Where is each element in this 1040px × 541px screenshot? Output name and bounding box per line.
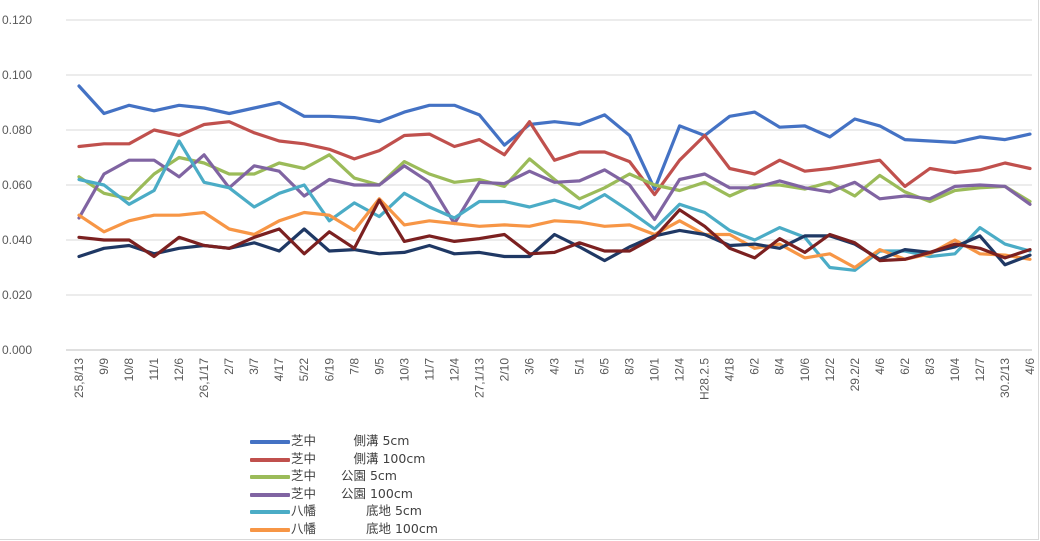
x-tick-label: 12/6 [172,358,186,382]
x-tick-label: 6/2 [748,358,762,375]
x-tick-label: 11/1 [147,358,161,381]
x-tick-label: 8/4 [773,358,787,375]
x-tick-label: 6/2 [898,358,912,375]
y-tick-label: 0.020 [2,288,32,302]
x-axis: 25,8/13 9/9 10/8 11/1 12/6 26,1/17 2/7 3/7 4/17 5… [72,358,1037,400]
x-tick-label: 9/5 [372,358,386,375]
legend-label: 八幡 底地 100cm [291,520,438,536]
legend-label: 八幡 底地 5cm [291,503,422,518]
x-tick-label: H28.2.5 [698,358,712,400]
x-tick-label: 4/6 [1023,358,1037,375]
x-tick-label: 25,8/13 [72,358,86,398]
legend-swatch [250,510,290,514]
x-tick-label: 10/6 [798,358,812,382]
legend-swatch [250,527,290,532]
legend-label: 芝中 側溝 5cm [291,433,410,448]
x-tick-label: 6/5 [598,358,612,375]
y-tick-label: 0.060 [2,178,32,192]
series-line-8 [77,198,1032,263]
x-tick-label: 3/6 [522,358,536,375]
y-tick-label: 0.040 [2,233,32,247]
x-tick-label: 30.2/13 [998,358,1012,398]
x-tick-label: 8/3 [923,358,937,375]
x-tick-label: 2/10 [497,358,511,382]
x-tick-label: 4/17 [272,358,286,382]
x-tick-label: 7/8 [347,358,361,375]
x-tick-label: 10/1 [648,358,662,382]
x-tick-label: 12/7 [973,358,987,382]
y-tick-label: 0.100 [2,68,32,82]
series-line-1 [77,84,1032,191]
legend-swatch [250,492,290,497]
x-tick-label: 29.2/2 [848,358,862,392]
legend-swatch [250,475,290,479]
x-tick-label: 5/1 [573,358,587,375]
x-tick-label: 10/4 [948,358,962,382]
y-tick-label: 0.000 [2,343,32,357]
x-tick-label: 5/22 [297,358,311,382]
legend-swatch [250,457,290,462]
x-tick-label: 6/19 [322,358,336,382]
x-tick-label: 11/7 [422,358,436,381]
x-tick-label: 10/3 [397,358,411,382]
x-tick-label: 12/4 [447,358,461,382]
x-tick-label: 3/7 [247,358,261,375]
y-tick-label: 0.080 [2,123,32,137]
x-tick-label: 26,1/17 [197,358,211,398]
x-tick-label: 8/3 [623,358,637,375]
x-tick-label: 12/2 [823,358,837,382]
y-tick-label: 0.120 [2,13,32,27]
legend-label: 芝中 公園 5cm [291,468,397,483]
x-tick-label: 2/7 [222,358,236,375]
x-tick-label: 9/9 [97,358,111,375]
legend-swatch [250,440,290,444]
y-axis: 0.000 0.020 0.040 0.060 0.080 0.100 0.120 [2,13,32,357]
series-lines [77,84,1032,272]
x-tick-label: 4/18 [723,358,737,382]
x-tick-label: 27,1/13 [472,358,486,398]
series-line-2 [77,120,1032,197]
x-tick-label: 12/4 [673,358,687,382]
x-tick-label: 4/3 [548,358,562,375]
x-tick-label: 10/8 [122,358,136,382]
legend-label: 芝中 公園 100cm [291,485,413,501]
series-line-3 [77,153,1032,204]
legend-label: 芝中 側溝 100cm [291,450,426,466]
series-line-4 [77,153,1032,226]
x-tick-label: 4/6 [873,358,887,375]
